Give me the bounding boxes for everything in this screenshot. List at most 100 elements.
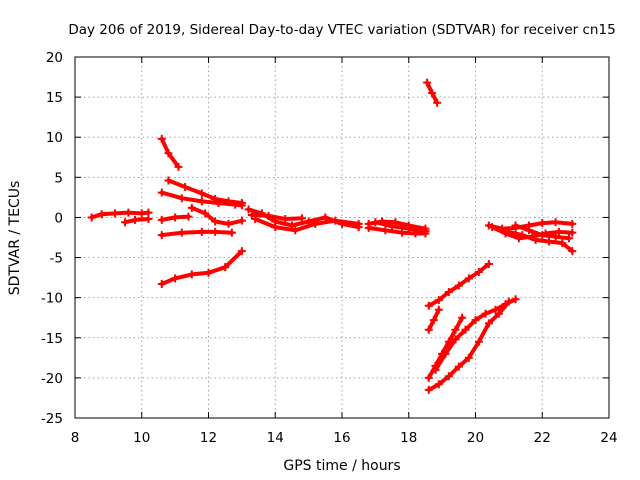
data-point (444, 288, 453, 297)
data-point (221, 263, 230, 272)
data-point (237, 247, 246, 256)
data-point (544, 237, 553, 246)
data-point (518, 231, 527, 240)
data-point (297, 214, 306, 223)
data-point (87, 213, 96, 222)
data-point (433, 98, 442, 107)
data-point (491, 305, 500, 314)
data-point (454, 362, 463, 371)
data-point (381, 226, 390, 235)
x-tick-label: 22 (534, 430, 551, 446)
data-point (291, 226, 300, 235)
data-point (281, 215, 290, 224)
data-point (197, 227, 206, 236)
data-point (551, 232, 560, 241)
data-point (157, 188, 166, 197)
data-point (481, 309, 490, 318)
y-tick-label: -20 (41, 371, 63, 387)
x-tick-label: 12 (200, 430, 217, 446)
data-point (484, 319, 493, 328)
data-point (531, 235, 540, 244)
data-series (87, 78, 577, 394)
data-point (211, 217, 220, 226)
data-point (444, 372, 453, 381)
data-point (264, 211, 273, 220)
data-point (431, 365, 440, 374)
data-point (177, 228, 186, 237)
data-point (471, 316, 480, 325)
axis-ticks: 8 10 12 14 16 18 20 22 24 -25 -20 -15 -10 -5 0 5 10 15 20 (41, 50, 618, 446)
data-point (554, 227, 563, 236)
data-point (121, 218, 130, 227)
data-point (311, 219, 320, 228)
data-point (551, 218, 560, 227)
data-point (398, 228, 407, 237)
data-point (271, 223, 280, 232)
data-point (511, 295, 520, 304)
data-point (97, 210, 106, 219)
y-axis-label: SDTVAR / TECUs (7, 181, 23, 296)
data-point (211, 227, 220, 236)
data-point (538, 219, 547, 228)
data-point (157, 134, 166, 143)
data-point (157, 215, 166, 224)
data-point (458, 313, 467, 322)
data-point (424, 373, 433, 382)
data-point (224, 219, 233, 228)
y-tick-label: 20 (46, 50, 63, 66)
y-tick-label: -15 (41, 331, 63, 347)
y-tick-label: -5 (50, 251, 63, 267)
data-point (157, 280, 166, 289)
data-point (184, 212, 193, 221)
y-tick-label: 15 (46, 90, 63, 106)
data-point (388, 222, 397, 231)
data-point (364, 223, 373, 232)
data-point (568, 247, 577, 256)
y-tick-label: 10 (46, 130, 63, 146)
data-point (511, 221, 520, 230)
data-point (164, 176, 173, 185)
data-point (237, 201, 246, 210)
x-tick-label: 16 (333, 430, 350, 446)
data-point (187, 270, 196, 279)
data-point (404, 224, 413, 233)
data-point (568, 219, 577, 228)
data-point (227, 228, 236, 237)
data-point (187, 203, 196, 212)
data-point (494, 309, 503, 318)
data-point (424, 385, 433, 394)
data-point (231, 200, 240, 209)
data-point (423, 78, 432, 87)
data-point (474, 337, 483, 346)
x-tick-label: 18 (400, 430, 417, 446)
data-point (558, 239, 567, 248)
y-tick-label: -10 (41, 291, 63, 307)
data-point (538, 231, 547, 240)
data-point (331, 216, 340, 225)
series-line-s19 (426, 315, 465, 380)
y-tick-label: -25 (41, 411, 63, 427)
data-point (568, 228, 577, 237)
data-point (451, 325, 460, 334)
data-point (434, 296, 443, 305)
x-tick-label: 24 (600, 430, 617, 446)
series-line-s15 (373, 220, 428, 234)
x-axis-label: GPS time / hours (283, 458, 400, 474)
y-tick-label: 0 (54, 210, 63, 226)
series-line-s12 (249, 213, 304, 221)
data-point (164, 149, 173, 158)
data-point (524, 226, 533, 235)
data-point (424, 325, 433, 334)
data-point (171, 274, 180, 283)
data-point (504, 227, 513, 236)
y-tick-label: 5 (54, 170, 63, 186)
x-tick-label: 14 (267, 430, 284, 446)
data-point (111, 209, 120, 218)
data-point (371, 218, 380, 227)
data-point (421, 227, 430, 236)
data-point (429, 316, 438, 325)
data-point (461, 325, 470, 334)
data-point (501, 300, 510, 309)
x-tick-label: 20 (467, 430, 484, 446)
